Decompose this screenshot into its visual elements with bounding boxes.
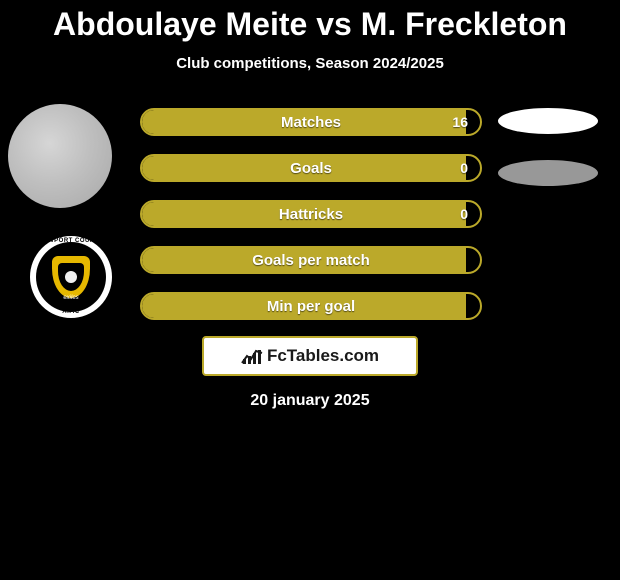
right-indicator-2 — [498, 160, 598, 186]
footer-brand-text: FcTables.com — [267, 346, 379, 366]
footer-logo[interactable]: FcTables.com — [202, 336, 418, 376]
page-title: Abdoulaye Meite vs M. Freckleton — [0, 0, 620, 43]
stat-bar: Matches16 — [140, 108, 482, 136]
crest-banner: exiles — [63, 295, 78, 301]
stat-bars: Matches16Goals0Hattricks0Goals per match… — [140, 108, 482, 338]
left-player-col: NEWPORT COUNTY A.F.C 1912 1989 exiles — [8, 104, 118, 320]
stat-bar-label: Min per goal — [142, 294, 480, 318]
stat-bar-value: 0 — [460, 156, 468, 180]
right-player-col — [494, 108, 604, 186]
stat-bar-label: Matches — [142, 110, 480, 134]
right-indicator-1 — [498, 108, 598, 134]
stat-bar: Min per goal — [140, 292, 482, 320]
stat-bar-value: 16 — [452, 110, 468, 134]
stat-bar-label: Goals — [142, 156, 480, 180]
club-crest: NEWPORT COUNTY A.F.C 1912 1989 exiles — [28, 234, 114, 320]
snapshot-date: 20 january 2025 — [0, 392, 620, 410]
stat-bar-label: Goals per match — [142, 248, 480, 272]
chart-icon — [241, 347, 263, 365]
stat-bar-label: Hattricks — [142, 202, 480, 226]
stat-bar-value: 0 — [460, 202, 468, 226]
stat-bar: Goals per match — [140, 246, 482, 274]
comparison-area: NEWPORT COUNTY A.F.C 1912 1989 exiles Ma… — [0, 106, 620, 326]
stat-bar: Hattricks0 — [140, 200, 482, 228]
stat-bar: Goals0 — [140, 154, 482, 182]
page-subtitle: Club competitions, Season 2024/2025 — [0, 55, 620, 72]
player-avatar-placeholder — [8, 104, 112, 208]
